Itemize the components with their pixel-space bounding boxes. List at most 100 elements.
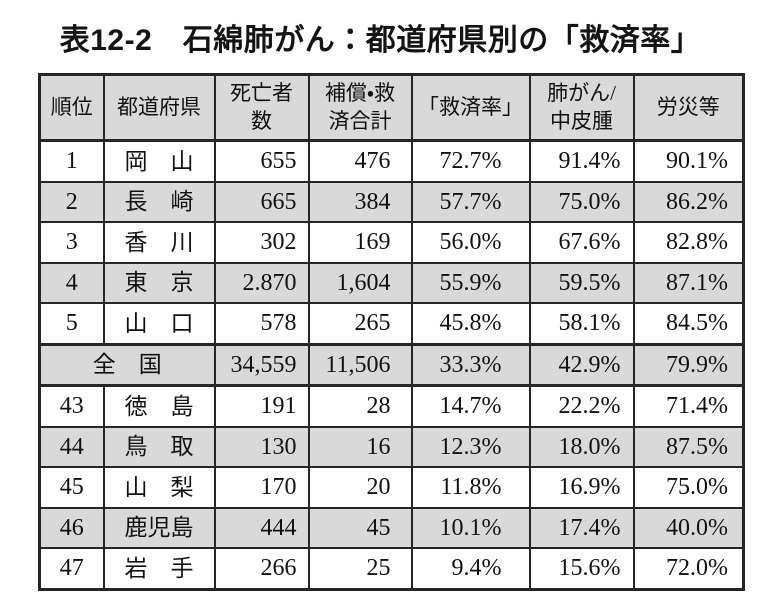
column-header-pref: 都道府県 (102, 73, 216, 142)
cell-pref: 山 梨 (102, 466, 216, 509)
cell-rate: 14.7% (410, 384, 531, 428)
cell-rate: 12.3% (410, 425, 531, 468)
cell-total: 265 (307, 302, 413, 345)
cell-pref: 全 国 (38, 342, 216, 387)
cell-total: 20 (307, 466, 413, 509)
column-header-lung-meso: 肺がん/ 中皮腫 (528, 73, 635, 142)
cell-pref: 長 崎 (102, 180, 216, 223)
cell-deaths: 302 (213, 221, 310, 264)
cell-pref: 岩 手 (102, 547, 216, 590)
table-row: 44 鳥 取 130 16 12.3% 18.0% 87.5% (38, 425, 745, 468)
table-header: 順位 都道府県 死亡者 数 補償・救 済合計 「救済率」 肺がん/ 中皮腫 労災… (38, 73, 745, 142)
cell-rosai: 82.8% (632, 221, 745, 264)
cell-rank: 46 (38, 506, 105, 549)
table-row: 43 徳 島 191 28 14.7% 22.2% 71.4% (38, 384, 745, 428)
column-header-rank: 順位 (38, 73, 105, 142)
cell-deaths: 2.870 (213, 261, 310, 304)
cell-lung_meso: 59.5% (528, 261, 635, 304)
cell-rosai: 90.1% (632, 139, 745, 183)
table-row: 45 山 梨 170 20 11.8% 16.9% 75.0% (38, 466, 745, 509)
cell-total: 16 (307, 425, 413, 468)
cell-pref: 鳥 取 (102, 425, 216, 468)
cell-pref: 香 川 (102, 221, 216, 264)
cell-rank: 4 (38, 261, 105, 304)
cell-deaths: 444 (213, 506, 310, 549)
cell-total: 11,506 (307, 342, 413, 387)
cell-total: 28 (307, 384, 413, 428)
cell-rate: 56.0% (410, 221, 531, 264)
cell-total: 384 (307, 180, 413, 223)
column-header-total: 補償・救 済合計 (307, 73, 413, 142)
cell-deaths: 191 (213, 384, 310, 428)
cell-lung_meso: 75.0% (528, 180, 635, 223)
cell-lung_meso: 17.4% (528, 506, 635, 549)
cell-rate: 57.7% (410, 180, 531, 223)
cell-deaths: 34,559 (213, 342, 310, 387)
page-title: 表12-2 石綿肺がん：都道府県別の「救済率」 (59, 24, 702, 57)
cell-rosai: 75.0% (632, 466, 745, 509)
cell-rate: 55.9% (410, 261, 531, 304)
cell-rank: 44 (38, 425, 105, 468)
cell-deaths: 266 (213, 547, 310, 590)
cell-total: 476 (307, 139, 413, 183)
cell-rank: 47 (38, 547, 105, 590)
cell-deaths: 130 (213, 425, 310, 468)
cell-rank: 1 (38, 139, 105, 183)
cell-lung_meso: 16.9% (528, 466, 635, 509)
cell-lung_meso: 15.6% (528, 547, 635, 590)
cell-pref: 徳 島 (102, 384, 216, 428)
cell-rosai: 72.0% (632, 547, 745, 590)
cell-pref: 鹿児島 (102, 506, 216, 549)
cell-lung_meso: 18.0% (528, 425, 635, 468)
cell-rate: 10.1% (410, 506, 531, 549)
cell-rate: 9.4% (410, 547, 531, 590)
cell-rate: 45.8% (410, 302, 531, 345)
cell-rate: 33.3% (410, 342, 531, 387)
cell-lung_meso: 22.2% (528, 384, 635, 428)
cell-total: 25 (307, 547, 413, 590)
cell-rosai: 40.0% (632, 506, 745, 549)
cell-deaths: 655 (213, 139, 310, 183)
column-header-deaths: 死亡者 数 (213, 73, 310, 142)
table-row: 46 鹿児島 444 45 10.1% 17.4% 40.0% (38, 506, 745, 549)
cell-total: 169 (307, 221, 413, 264)
header-row: 順位 都道府県 死亡者 数 補償・救 済合計 「救済率」 肺がん/ 中皮腫 労災… (38, 73, 745, 142)
cell-rate: 72.7% (410, 139, 531, 183)
cell-total: 45 (307, 506, 413, 549)
cell-rank: 45 (38, 466, 105, 509)
cell-rosai: 79.9% (632, 342, 745, 387)
cell-pref: 東 京 (102, 261, 216, 304)
cell-lung_meso: 58.1% (528, 302, 635, 345)
cell-deaths: 578 (213, 302, 310, 345)
cell-lung_meso: 67.6% (528, 221, 635, 264)
cell-lung_meso: 42.9% (528, 342, 635, 387)
cell-pref: 山 口 (102, 302, 216, 345)
cell-rosai: 87.1% (632, 261, 745, 304)
cell-rosai: 71.4% (632, 384, 745, 428)
cell-rank: 2 (38, 180, 105, 223)
cell-rank: 3 (38, 221, 105, 264)
column-header-rate: 「救済率」 (410, 73, 531, 142)
cell-rank: 43 (38, 384, 105, 428)
cell-rosai: 86.2% (632, 180, 745, 223)
cell-rate: 11.8% (410, 466, 531, 509)
cell-rosai: 87.5% (632, 425, 745, 468)
cell-rosai: 84.5% (632, 302, 745, 345)
cell-total: 1,604 (307, 261, 413, 304)
relief-rate-table: 順位 都道府県 死亡者 数 補償・救 済合計 「救済率」 肺がん/ 中皮腫 労災… (38, 73, 745, 591)
cell-pref: 岡 山 (102, 139, 216, 183)
table-row: 47 岩 手 266 25 9.4% 15.6% 72.0% (38, 547, 745, 590)
cell-lung_meso: 91.4% (528, 139, 635, 183)
national-total-row: 全 国 34,559 11,506 33.3% 42.9% 79.9% (38, 342, 745, 387)
cell-deaths: 665 (213, 180, 310, 223)
cell-rank: 5 (38, 302, 105, 345)
column-header-rosai: 労災等 (632, 73, 745, 142)
cell-deaths: 170 (213, 466, 310, 509)
page: 表12-2 石綿肺がん：都道府県別の「救済率」 順位 都道府県 死亡者 数 補償… (0, 15, 761, 591)
